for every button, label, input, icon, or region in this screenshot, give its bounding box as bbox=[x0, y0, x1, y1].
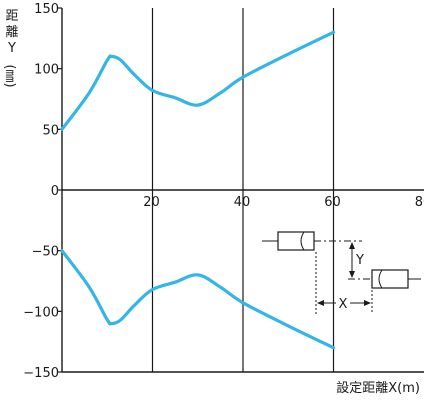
x-axis-title: 設定距離X(m) bbox=[336, 380, 420, 396]
y-axis-title-unit: (㎜) bbox=[2, 64, 17, 87]
receiver-body bbox=[371, 269, 409, 289]
x-tick-label: 20 bbox=[143, 195, 160, 210]
x-dimension-label: X bbox=[339, 297, 348, 312]
x-dimension-arrow-right bbox=[364, 300, 371, 306]
y-tick-label: 150 bbox=[34, 2, 59, 17]
y-dimension-arrow-up bbox=[349, 242, 355, 249]
tick-labels: 150 100 50 0 −50 −100 −150 20 40 60 80 bbox=[23, 2, 424, 381]
x-dimension-arrow-left bbox=[317, 300, 324, 306]
emitter-lens bbox=[300, 231, 305, 251]
y-dimension-label: Y bbox=[355, 253, 364, 268]
x-tick-label: 40 bbox=[234, 195, 251, 210]
sensor-diagram: Y X bbox=[262, 231, 421, 314]
y-tick-label: −100 bbox=[23, 305, 59, 320]
y-tick-label: 100 bbox=[34, 63, 59, 78]
y-tick-label: −150 bbox=[23, 366, 59, 381]
series bbox=[60, 30, 336, 350]
x-tick-label: 80 bbox=[415, 195, 424, 210]
y-tick-label: 50 bbox=[42, 123, 59, 138]
series-line-upper bbox=[60, 30, 336, 131]
axes bbox=[57, 7, 424, 373]
y-axis-title-char-2: 離 bbox=[5, 25, 18, 40]
y-axis-title: 距 離 Y (㎜) bbox=[2, 9, 19, 88]
y-dimension-arrow-down bbox=[349, 271, 355, 278]
y-axis-title-char-3: Y bbox=[7, 41, 16, 56]
y-tick-label: 0 bbox=[51, 184, 59, 199]
receiver-lens bbox=[378, 269, 383, 289]
y-axis-title-char-1: 距 bbox=[5, 9, 18, 24]
y-tick-label: −50 bbox=[32, 245, 59, 260]
series-line-lower bbox=[60, 249, 336, 350]
x-tick-label: 60 bbox=[324, 195, 341, 210]
emitter-body bbox=[277, 231, 315, 251]
